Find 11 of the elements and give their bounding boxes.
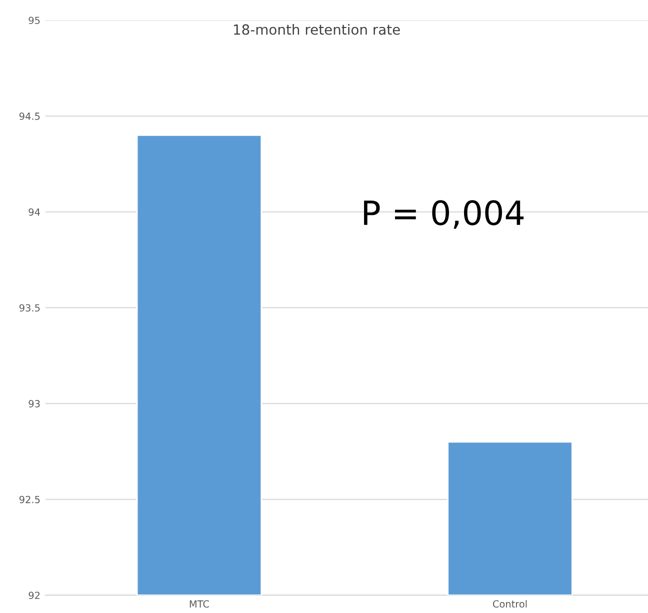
y-tick-label: 92 <box>28 592 40 600</box>
y-tick-label: 92.5 <box>19 496 40 504</box>
y-tick-label: 94.5 <box>19 112 40 120</box>
chart-title: 18-month retention rate <box>234 24 400 35</box>
y-tick-label: 95 <box>28 16 40 24</box>
y-tick-label: 93 <box>28 400 40 408</box>
y-tick-label: 94 <box>28 208 40 216</box>
annotation: P = 0,004 <box>364 200 524 229</box>
y-tick-label: 93.5 <box>19 304 40 312</box>
x-tick-label: Control <box>492 600 527 608</box>
x-tick-label: MTC <box>190 600 209 608</box>
